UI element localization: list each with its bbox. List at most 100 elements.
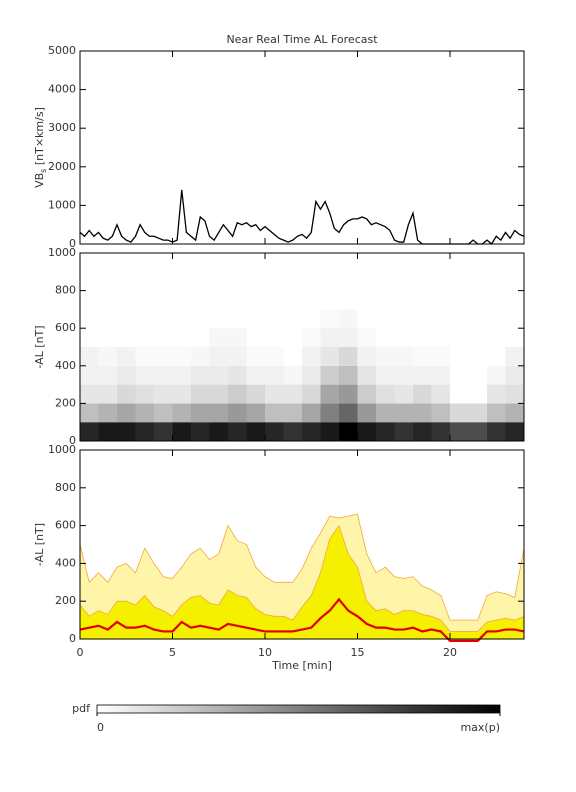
pdf-cell <box>413 403 432 423</box>
pdf-cell <box>413 365 432 385</box>
pdf-cell <box>135 347 154 366</box>
pdf-cell <box>431 384 450 404</box>
pdf-cell <box>172 403 191 423</box>
pdf-cell <box>320 384 339 404</box>
pdf-cell <box>413 309 432 329</box>
pdf-cell <box>80 347 99 366</box>
pdf-cell <box>228 403 247 423</box>
colorbar-label: pdf <box>72 702 91 715</box>
pdf-cell <box>246 365 265 385</box>
pdf-cell <box>283 309 302 329</box>
pdf-cell <box>228 347 247 366</box>
y-tick-label: 5000 <box>48 44 76 57</box>
pdf-cell <box>302 347 321 366</box>
pdf-cell <box>191 328 210 347</box>
pdf-cell <box>505 365 524 385</box>
pdf-cell <box>135 384 154 404</box>
pdf-cell <box>80 309 99 329</box>
x-tick-label: 15 <box>351 646 365 659</box>
plot-frame <box>79 252 525 442</box>
pdf-cell <box>283 365 302 385</box>
pdf-cell <box>487 384 506 404</box>
pdf-cell <box>450 422 469 441</box>
pdf-cell <box>413 328 432 347</box>
pdf-cell <box>302 403 321 423</box>
pdf-cell <box>320 309 339 329</box>
y-axis-label: VBs [nT×km/s] <box>33 107 48 188</box>
pdf-cell <box>302 422 321 441</box>
pdf-cell <box>505 422 524 441</box>
pdf-cell <box>117 403 136 423</box>
y-tick-label: 2000 <box>48 160 76 173</box>
pdf-cell <box>154 365 173 385</box>
x-axis-label: Time [min] <box>271 659 332 672</box>
pdf-cell <box>228 384 247 404</box>
pdf-cell <box>376 422 395 441</box>
pdf-cell <box>357 365 376 385</box>
pdf-cell <box>339 384 358 404</box>
pdf-cell <box>135 422 154 441</box>
pdf-cell <box>339 422 358 441</box>
pdf-cell <box>376 384 395 404</box>
y-tick-label: 600 <box>55 519 76 532</box>
band-edge <box>79 513 525 621</box>
pdf-cell <box>431 365 450 385</box>
pdf-cell <box>468 309 487 329</box>
pdf-cell <box>487 403 506 423</box>
pdf-cell <box>468 328 487 347</box>
pdf-cell <box>209 403 228 423</box>
pdf-cell <box>394 422 413 441</box>
pdf-cell <box>209 384 228 404</box>
y-axis-label: -AL [nT] <box>33 523 46 566</box>
pdf-cell <box>283 347 302 366</box>
pdf-cell <box>302 309 321 329</box>
colorbar <box>96 704 501 714</box>
pdf-cell <box>98 365 117 385</box>
pdf-cell <box>117 328 136 347</box>
pdf-cell <box>320 328 339 347</box>
pdf-cell <box>117 384 136 404</box>
pdf-cell <box>450 365 469 385</box>
pdf-cell <box>80 328 99 347</box>
pdf-cell <box>320 403 339 423</box>
pdf-cell <box>339 365 358 385</box>
pdf-cell <box>320 365 339 385</box>
pdf-cell <box>413 384 432 404</box>
pdf-cell <box>302 384 321 404</box>
pdf-cell <box>98 347 117 366</box>
pdf-cell <box>450 384 469 404</box>
pdf-cell <box>468 347 487 366</box>
pdf-cell <box>209 347 228 366</box>
pdf-cell <box>135 328 154 347</box>
pdf-cell <box>228 422 247 441</box>
pdf-cell <box>487 347 506 366</box>
pdf-cell <box>154 309 173 329</box>
pdf-cell <box>431 328 450 347</box>
pdf-cell <box>172 328 191 347</box>
chart-title: Near Real Time AL Forecast <box>226 33 378 46</box>
pdf-cell <box>191 384 210 404</box>
y-tick-label: 800 <box>55 284 76 297</box>
pdf-cell <box>505 403 524 423</box>
pdf-cell <box>209 422 228 441</box>
x-tick-label: 0 <box>77 646 84 659</box>
pdf-cell <box>283 328 302 347</box>
pdf-cell <box>154 422 173 441</box>
pdf-cell <box>135 309 154 329</box>
pdf-cell <box>413 347 432 366</box>
pdf-cell <box>228 309 247 329</box>
pdf-cell <box>487 422 506 441</box>
pdf-cell <box>450 403 469 423</box>
pdf-cell <box>154 328 173 347</box>
pdf-cell <box>431 347 450 366</box>
pdf-cell <box>450 347 469 366</box>
pdf-cell <box>376 403 395 423</box>
pdf-cell <box>394 328 413 347</box>
pdf-cell <box>339 347 358 366</box>
pdf-cell <box>80 384 99 404</box>
colorbar-tick-label: 0 <box>97 721 104 734</box>
pdf-cell <box>265 347 284 366</box>
pdf-cell <box>265 328 284 347</box>
pdf-cell <box>117 309 136 329</box>
